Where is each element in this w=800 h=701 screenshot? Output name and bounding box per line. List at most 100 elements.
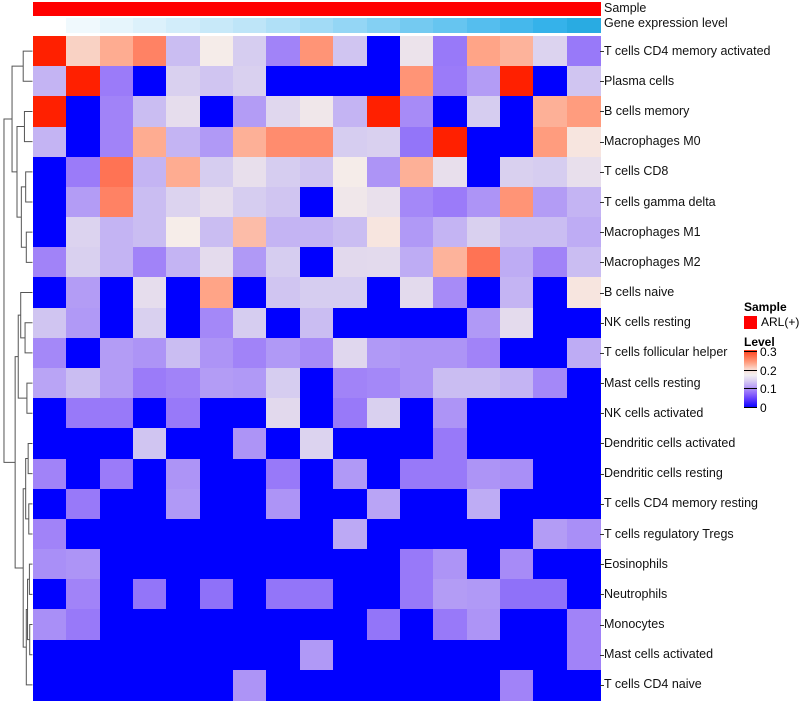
- row-label: B cells naive: [604, 285, 675, 300]
- heatmap-cell: [333, 96, 368, 128]
- row-tick-mark: [600, 474, 604, 475]
- heatmap-cell: [266, 217, 301, 248]
- row-tick-mark: [600, 625, 604, 626]
- heatmap-cell: [399, 609, 434, 641]
- heatmap-cell: [99, 639, 134, 671]
- heatmap-cell: [133, 337, 167, 369]
- heatmap-cell: [66, 217, 101, 248]
- heatmap-cell: [299, 488, 334, 520]
- heatmap-cell: [266, 66, 301, 97]
- row-tick-mark: [600, 594, 604, 595]
- heatmap-cell: [399, 428, 434, 460]
- row-tick-mark: [600, 111, 604, 112]
- heatmap-cell: [566, 66, 601, 97]
- heatmap-cell: [499, 428, 534, 460]
- heatmap-cell: [566, 518, 601, 550]
- heatmap-cell: [233, 368, 268, 399]
- heatmap-cell: [466, 307, 501, 339]
- heatmap-cell: [333, 669, 368, 701]
- dendrogram-branch: [28, 443, 32, 473]
- heatmap-cell: [99, 307, 134, 339]
- heatmap-cell: [66, 156, 101, 188]
- heatmap-cell: [166, 398, 201, 429]
- heatmap-cell: [266, 669, 301, 701]
- heatmap-cell: [299, 669, 334, 701]
- legend-tick-mark: [744, 351, 757, 352]
- heatmap-cell: [133, 96, 167, 128]
- legend-tick-label: 0.1: [760, 382, 777, 396]
- heatmap-cell: [399, 66, 434, 97]
- heatmap-cell: [133, 458, 167, 490]
- legend-sample-entry: ARL(+): [744, 315, 800, 329]
- heatmap-cell: [99, 368, 134, 399]
- heatmap-cell: [533, 458, 568, 490]
- heatmap-cell: [499, 518, 534, 550]
- heatmap-cell: [133, 488, 167, 520]
- heatmap-cell: [233, 36, 268, 67]
- heatmap-cell: [33, 66, 67, 97]
- heatmap-cell: [433, 156, 468, 188]
- heatmap-cell: [366, 518, 401, 550]
- heatmap-cell: [299, 126, 334, 158]
- heatmap-cell: [533, 518, 568, 550]
- row-tick-mark: [600, 51, 604, 52]
- row-tick-mark: [600, 353, 604, 354]
- heatmap-cell: [533, 549, 568, 580]
- gene-expression-annotation-cell: [99, 18, 134, 33]
- heatmap-cell: [33, 277, 67, 309]
- legend-sample-title: Sample: [744, 300, 787, 314]
- gene-expression-annotation-label: Gene expression level: [604, 16, 728, 30]
- heatmap-cell: [99, 518, 134, 550]
- heatmap-cell: [99, 156, 134, 188]
- heatmap-cell: [266, 639, 301, 671]
- heatmap-cell: [166, 518, 201, 550]
- heatmap-cell: [566, 126, 601, 158]
- row-tick-mark: [600, 262, 604, 263]
- heatmap-cell: [66, 398, 101, 429]
- heatmap-cell: [166, 307, 201, 339]
- heatmap-cell: [433, 398, 468, 429]
- heatmap-cell: [433, 458, 468, 490]
- heatmap-cell: [566, 307, 601, 339]
- heatmap-cell: [566, 217, 601, 248]
- sample-annotation-cell: [533, 2, 568, 16]
- heatmap-cell: [166, 337, 201, 369]
- sample-annotation-cell: [33, 2, 67, 16]
- heatmap-cell: [333, 549, 368, 580]
- heatmap-cell: [166, 126, 201, 158]
- row-dendrogram: [0, 36, 33, 700]
- row-tick-mark: [600, 383, 604, 384]
- row-label: Mast cells resting: [604, 375, 701, 390]
- heatmap-cell: [299, 36, 334, 67]
- heatmap-cell: [199, 609, 234, 641]
- heatmap-cell: [466, 368, 501, 399]
- heatmap-cell: [566, 96, 601, 128]
- heatmap-cell: [133, 217, 167, 248]
- heatmap-cell: [299, 66, 334, 97]
- row-label: T cells gamma delta: [604, 194, 716, 209]
- heatmap-cell: [333, 428, 368, 460]
- dendrogram-branch: [29, 504, 33, 534]
- gene-expression-annotation-cell: [166, 18, 201, 33]
- heatmap-cell: [33, 307, 67, 339]
- heatmap-cell: [233, 669, 268, 701]
- heatmap-cell: [66, 96, 101, 128]
- heatmap-cell: [366, 488, 401, 520]
- sample-annotation-cell: [66, 2, 101, 16]
- heatmap-cell: [33, 488, 67, 520]
- heatmap-cell: [566, 458, 601, 490]
- row-tick-mark: [600, 413, 604, 414]
- heatmap-cell: [199, 639, 234, 671]
- heatmap-cell: [399, 36, 434, 67]
- heatmap-cell: [366, 186, 401, 218]
- row-label: Dendritic cells activated: [604, 435, 736, 450]
- heatmap-cell: [566, 639, 601, 671]
- heatmap-cell: [166, 639, 201, 671]
- heatmap-cell: [99, 609, 134, 641]
- heatmap-cell: [66, 609, 101, 641]
- heatmap-cell: [99, 549, 134, 580]
- heatmap-cell: [333, 337, 368, 369]
- dendrogram-branch: [17, 127, 24, 218]
- heatmap-cell: [99, 428, 134, 460]
- heatmap-cell: [299, 247, 334, 279]
